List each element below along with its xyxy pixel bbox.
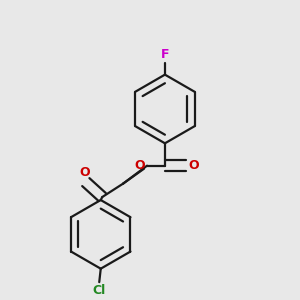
Text: Cl: Cl: [93, 284, 106, 297]
Text: F: F: [161, 48, 169, 61]
Text: O: O: [134, 159, 145, 172]
Text: O: O: [79, 166, 90, 178]
Text: O: O: [189, 159, 200, 172]
